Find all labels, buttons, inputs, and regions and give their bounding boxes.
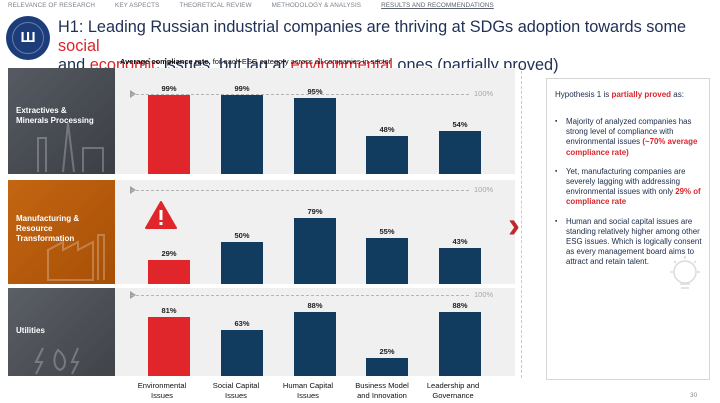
bar-value-label: 48% (379, 125, 395, 134)
bar-value-label: 99% (161, 84, 177, 93)
bar-value-label: 81% (161, 306, 177, 315)
reference-label: 100% (474, 89, 494, 98)
bar-value-label: 50% (234, 231, 250, 240)
hypothesis-heading: Hypothesis 1 is partially proved as: (555, 90, 684, 99)
bar-utilities-2 (294, 312, 336, 376)
bar-manufacturing-resource-transformation-4 (439, 248, 481, 284)
nav-item[interactable]: RELEVANCE OF RESEARCH (8, 2, 96, 9)
hse-logo: Ш (6, 16, 50, 60)
category-label: Business Model and Innovation (355, 381, 409, 400)
nav-item[interactable]: THEORETICAL REVIEW (179, 2, 252, 9)
list-item: Yet, manufacturing companies are severel… (555, 167, 703, 208)
energy-icon (34, 347, 80, 375)
bar-extractives-minerals-processing-1 (221, 95, 263, 174)
category-label: Social Capital Issues (212, 381, 260, 400)
bar-value-label: 88% (452, 301, 468, 310)
bar-manufacturing-resource-transformation-0 (148, 260, 190, 284)
bar-utilities-4 (439, 312, 481, 376)
bar-value-label: 29% (161, 249, 177, 258)
sector-extractives: Extractives & Minerals Processing (8, 68, 115, 174)
bar-utilities-3 (366, 358, 408, 376)
bar-value-label: 95% (307, 87, 323, 96)
divider (521, 66, 522, 378)
nav-item-active[interactable]: RESULTS AND RECOMMENDATIONS (381, 2, 494, 9)
reference-label: 100% (474, 185, 494, 194)
bar-extractives-minerals-processing-2 (294, 98, 336, 174)
bar-value-label: 43% (452, 237, 468, 246)
list-item: Majority of analyzed companies has stron… (555, 117, 703, 158)
industry-icon (37, 122, 104, 173)
reference-line (131, 94, 469, 95)
page-number: 30 (690, 392, 698, 399)
factory-icon (47, 234, 105, 281)
list-item: Human and social capital issues are stan… (555, 217, 703, 268)
bar-value-label: 25% (379, 347, 395, 356)
bar-value-label: 63% (234, 319, 250, 328)
sector-utilities: Utilities (8, 288, 115, 376)
bar-extractives-minerals-processing-0 (148, 95, 190, 174)
bar-value-label: 79% (307, 207, 323, 216)
slide-title: H1: Leading Russian industrial companies… (58, 18, 687, 74)
reference-line (131, 295, 469, 296)
lightbulb-icon (670, 256, 700, 289)
category-label: Human Capital Issues (282, 381, 334, 400)
sector-manufacturing: Manufacturing & Resource Transformation (8, 180, 115, 284)
category-label: Environmental Issues (137, 381, 187, 400)
bar-extractives-minerals-processing-3 (366, 136, 408, 174)
bar-manufacturing-resource-transformation-2 (294, 218, 336, 284)
chevron-right-icon: › (508, 204, 520, 245)
bar-value-label: 99% (234, 84, 250, 93)
hypothesis-bullets: Majority of analyzed companies has stron… (555, 117, 703, 277)
bar-manufacturing-resource-transformation-3 (366, 238, 408, 284)
chart-subtitle: Average compliance rate, for each ESG ca… (120, 57, 392, 66)
warning-icon (145, 201, 177, 229)
nav-item[interactable]: KEY ASPECTS (115, 2, 160, 9)
bar-utilities-0 (148, 317, 190, 376)
reference-line (131, 190, 469, 191)
top-nav: RELEVANCE OF RESEARCH KEY ASPECTS THEORE… (8, 2, 514, 14)
bar-extractives-minerals-processing-4 (439, 131, 481, 174)
hypothesis-box: Hypothesis 1 is partially proved as: Maj… (546, 78, 710, 380)
bar-value-label: 55% (379, 227, 395, 236)
bar-value-label: 54% (452, 120, 468, 129)
reference-label: 100% (474, 290, 494, 299)
category-label: Leadership and Governance (426, 381, 480, 400)
bar-manufacturing-resource-transformation-1 (221, 242, 263, 284)
bar-utilities-1 (221, 330, 263, 376)
nav-item[interactable]: METHODOLOGY & ANALYSIS (271, 2, 362, 9)
bar-value-label: 88% (307, 301, 323, 310)
